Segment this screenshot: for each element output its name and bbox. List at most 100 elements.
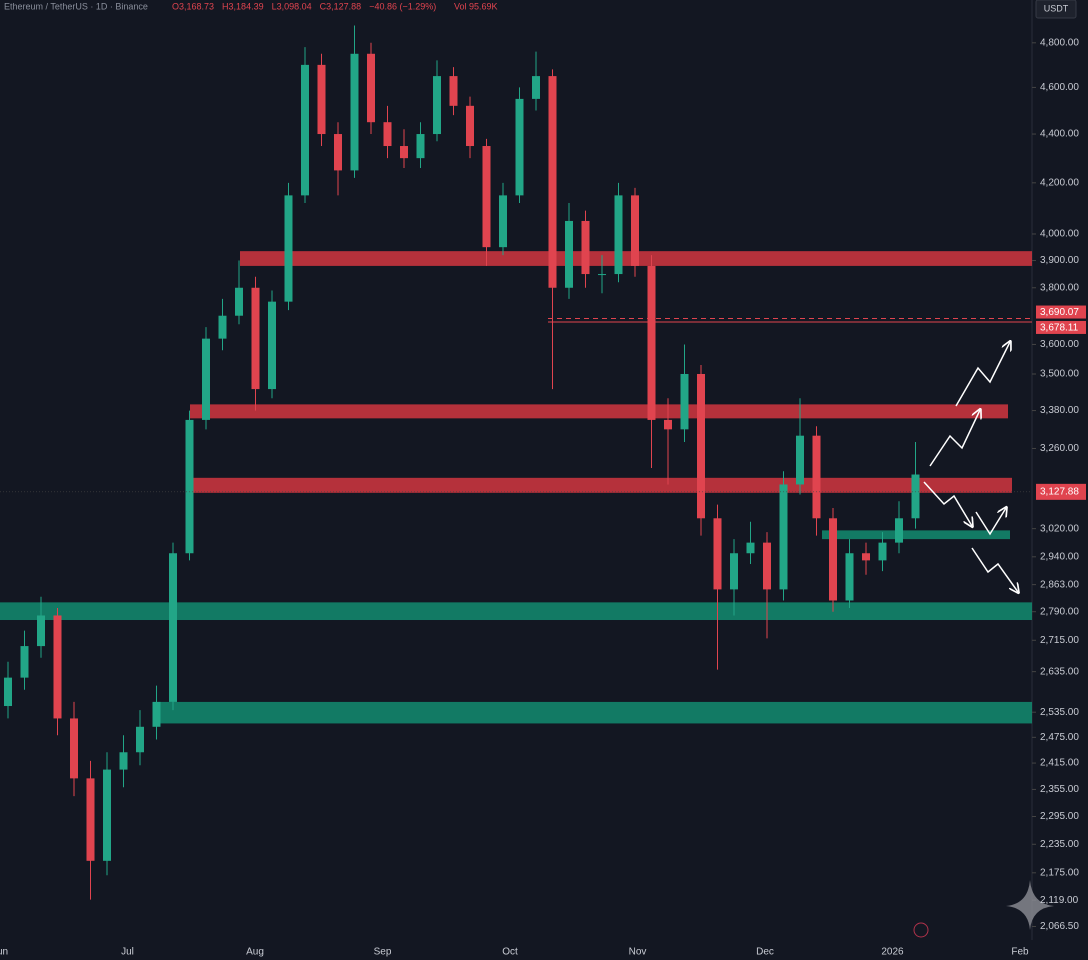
candle-body xyxy=(416,134,425,159)
candle-body xyxy=(53,615,62,719)
candle-body xyxy=(647,265,656,420)
candle-body xyxy=(367,53,375,123)
candle-body xyxy=(152,701,161,727)
volume: Vol 95.69K xyxy=(454,1,498,11)
candle-body xyxy=(235,287,243,316)
candle-body xyxy=(680,373,689,430)
x-tick-label: Nov xyxy=(629,947,647,958)
watermark xyxy=(1006,880,1054,930)
ohlc-value: C3,127.88 xyxy=(320,1,362,11)
candle-body xyxy=(515,98,524,196)
ohlc-value: H3,184.39 xyxy=(222,1,264,11)
y-tick-label: 4,000.00 xyxy=(1040,229,1079,240)
y-tick-label: 3,900.00 xyxy=(1040,255,1079,266)
arrow-up-1 xyxy=(929,410,980,467)
x-tick-label: Sep xyxy=(374,947,392,958)
candle-body xyxy=(268,301,276,390)
price-tag xyxy=(1036,320,1086,334)
x-tick-label: 2026 xyxy=(881,947,904,958)
y-tick-label: 4,200.00 xyxy=(1040,177,1079,188)
y-tick-label: 2,415.00 xyxy=(1040,758,1079,769)
ohlc-value: O3,168.73 xyxy=(172,1,214,11)
y-tick-label: 3,380.00 xyxy=(1040,405,1079,416)
x-tick-label: Aug xyxy=(246,947,264,958)
zone xyxy=(190,477,1012,493)
candle-body xyxy=(482,146,491,248)
candle-body xyxy=(449,76,458,106)
candle-body xyxy=(895,518,903,543)
price-tag-label: 3,690.07 xyxy=(1040,307,1079,318)
candle-body xyxy=(746,542,755,554)
ohlc-legend: O3,168.73 H3,184.39 L3,098.04 C3,127.88 −40.… xyxy=(172,1,436,11)
candle-body xyxy=(878,542,887,561)
candles xyxy=(4,25,920,900)
candle-body xyxy=(548,76,557,288)
candle-body xyxy=(796,435,804,485)
y-tick-label: 2,863.00 xyxy=(1040,579,1079,590)
y-tick-label: 2,355.00 xyxy=(1040,784,1079,795)
candle-body xyxy=(334,134,342,171)
x-tick-label: Oct xyxy=(502,947,518,958)
y-tick-label: 4,600.00 xyxy=(1040,82,1079,93)
currency-badge xyxy=(1035,0,1077,19)
y-tick-label: 3,600.00 xyxy=(1040,339,1079,350)
candle-body xyxy=(779,484,788,590)
candle-body xyxy=(697,373,705,519)
candle-body xyxy=(664,419,672,430)
candle-body xyxy=(20,646,29,678)
candle-body xyxy=(284,195,293,302)
candle-body xyxy=(598,274,606,276)
candle-body xyxy=(631,195,639,266)
y-tick-label: 2,790.00 xyxy=(1040,606,1079,617)
overlay: 3,690.07 3,678.11 3,127.88 xyxy=(0,305,1086,500)
candle-body xyxy=(466,105,474,147)
candle-body xyxy=(218,315,227,339)
ohlc-value: L3,098.04 xyxy=(272,1,312,11)
last-price-tag xyxy=(1036,483,1086,500)
candle-body xyxy=(383,122,392,147)
y-tick-label: 2,119.00 xyxy=(1040,895,1079,906)
candle-body xyxy=(433,76,441,135)
candle-body xyxy=(400,146,408,159)
zone xyxy=(822,530,1010,540)
candle-body xyxy=(730,553,738,590)
candle-body xyxy=(202,338,210,420)
candle-body xyxy=(812,435,821,519)
y-tick-label: 2,535.00 xyxy=(1040,707,1079,718)
y-tick-label: 2,066.50 xyxy=(1040,921,1079,932)
candle-body xyxy=(185,419,194,554)
candle-body xyxy=(565,220,573,288)
last-price-label: 3,127.88 xyxy=(1040,486,1079,497)
candle-body xyxy=(911,474,920,519)
arrow-down-2 xyxy=(971,547,1018,592)
y-tick-label: 2,475.00 xyxy=(1040,732,1079,743)
y-tick-label: 4,800.00 xyxy=(1040,37,1079,48)
candle-body xyxy=(350,53,359,171)
candle-body xyxy=(614,195,623,275)
candle-body xyxy=(251,287,260,390)
candle-body xyxy=(499,195,507,248)
candle-body xyxy=(532,76,540,99)
y-tick-label: 2,295.00 xyxy=(1040,811,1079,822)
zone xyxy=(190,404,1008,419)
candle-body xyxy=(136,726,144,753)
x-tick-label: Feb xyxy=(1011,947,1029,958)
y-tick-label: 3,260.00 xyxy=(1040,443,1079,454)
arrow-down-1 xyxy=(923,481,972,526)
zone xyxy=(153,701,1032,724)
candle-body xyxy=(4,677,12,707)
ohlc-value: −40.86 (−1.29%) xyxy=(369,1,436,11)
candle-body xyxy=(37,615,45,647)
event-icon[interactable] xyxy=(913,922,929,938)
x-tick-label: Dec xyxy=(756,947,774,958)
price-tag-label: 3,678.11 xyxy=(1040,323,1079,334)
candle-body xyxy=(317,64,326,135)
y-tick-label: 3,500.00 xyxy=(1040,369,1079,380)
y-tick-label: 3,800.00 xyxy=(1040,282,1079,293)
currency[interactable]: USDT xyxy=(1044,3,1069,13)
y-tick-label: 2,175.00 xyxy=(1040,867,1079,878)
candle-body xyxy=(862,553,870,561)
candle-body xyxy=(70,718,78,779)
